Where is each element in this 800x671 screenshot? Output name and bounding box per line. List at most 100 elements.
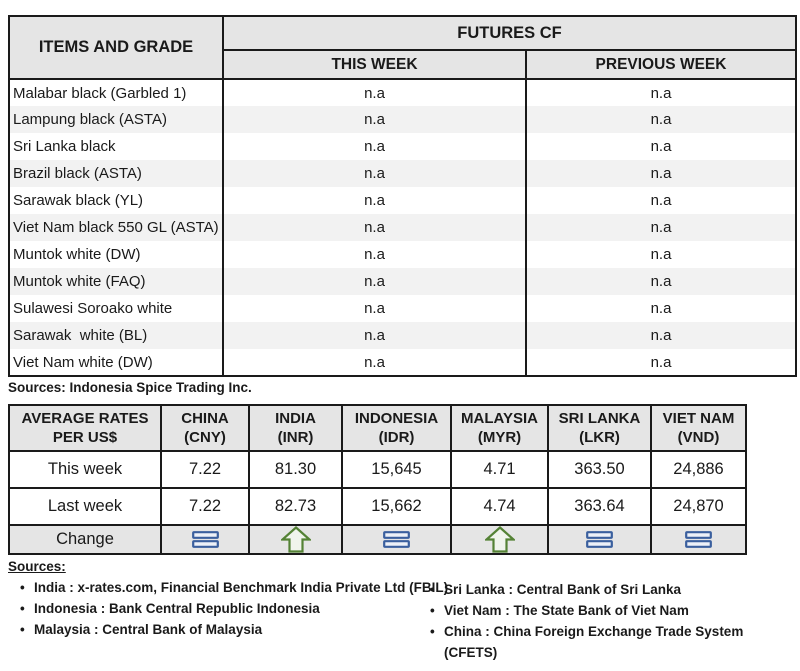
- futures-table-row: Muntok white (DW) n.a n.a: [8, 241, 797, 268]
- source-item: • Malaysia : Central Bank of Malaysia: [8, 619, 795, 640]
- currency-column-header: VIET NAM (VND): [650, 404, 747, 452]
- futures-table-row: Sri Lanka black n.a n.a: [8, 133, 797, 160]
- currency-code: (VND): [677, 429, 720, 446]
- rate-cell: 7.22: [160, 450, 250, 489]
- futures-source-note: Sources: Indonesia Spice Trading Inc.: [8, 380, 252, 395]
- futures-table: ITEMS AND GRADE FUTURES CF THIS WEEK PRE…: [8, 15, 797, 377]
- item-cell: Muntok white (DW): [8, 241, 224, 268]
- item-cell: Brazil black (ASTA): [8, 160, 224, 187]
- this-week-cell: n.a: [222, 322, 527, 349]
- source-item-text: China : China Foreign Exchange Trade Sys…: [444, 624, 744, 660]
- sources-heading: Sources:: [8, 559, 66, 574]
- currency-code: (CNY): [184, 429, 226, 446]
- item-cell: Sulawesi Soroako white: [8, 295, 224, 322]
- rate-cell: 7.22: [160, 487, 250, 526]
- currency-column-header: SRI LANKA (LKR): [547, 404, 652, 452]
- rate-cell: 82.73: [248, 487, 343, 526]
- rates-table-row: This week 7.22 81.30 15,645 4.71 363.50 24,886: [8, 450, 747, 489]
- rate-cell: 363.50: [547, 450, 652, 489]
- currency-code: (IDR): [378, 429, 415, 446]
- report-page: ITEMS AND GRADE FUTURES CF THIS WEEK PRE…: [8, 15, 797, 660]
- item-cell: Lampung black (ASTA): [8, 106, 224, 133]
- source-item: • Viet Nam : The State Bank of Viet Nam: [418, 600, 795, 621]
- sources-list-right: • Sri Lanka : Central Bank of Sri Lanka • V…: [418, 579, 795, 663]
- currency-code: (INR): [277, 429, 314, 446]
- futures-table-row: Malabar black (Garbled 1) n.a n.a: [8, 79, 797, 106]
- equal-icon: [685, 531, 712, 549]
- up-arrow-icon: [280, 526, 311, 553]
- average-rates-header: AVERAGE RATES PER US$: [8, 404, 162, 452]
- this-week-cell: n.a: [222, 295, 527, 322]
- item-cell: Muntok white (FAQ): [8, 268, 224, 295]
- item-cell: Malabar black (Garbled 1): [8, 79, 224, 106]
- source-item: • China : China Foreign Exchange Trade Sy…: [418, 621, 795, 663]
- futures-table-row: Viet Nam black 550 GL (ASTA) n.a n.a: [8, 214, 797, 241]
- currency-column-header: INDIA (INR): [248, 404, 343, 452]
- futures-table-row: Sarawak white (BL) n.a n.a: [8, 322, 797, 349]
- previous-week-cell: n.a: [525, 160, 797, 187]
- futures-table-row: Sulawesi Soroako white n.a n.a: [8, 295, 797, 322]
- rate-cell: 24,886: [650, 450, 747, 489]
- previous-week-cell: n.a: [525, 295, 797, 322]
- item-cell: Sarawak black (YL): [8, 187, 224, 214]
- rate-cell: 363.64: [547, 487, 652, 526]
- futures-table-row: Sarawak black (YL) n.a n.a: [8, 187, 797, 214]
- item-cell: Sri Lanka black: [8, 133, 224, 160]
- average-rates-line2: PER US$: [52, 429, 118, 446]
- currency-column-header: CHINA (CNY): [160, 404, 250, 452]
- country-name: INDONESIA: [354, 410, 439, 427]
- rates-table-row: Last week 7.22 82.73 15,662 4.74 363.64 24,870: [8, 487, 747, 526]
- equal-icon: [586, 531, 613, 549]
- up-arrow-icon: [484, 526, 515, 553]
- bullet-icon: •: [20, 580, 25, 595]
- bullet-icon: •: [430, 603, 435, 618]
- source-item-text: Viet Nam : The State Bank of Viet Nam: [444, 603, 689, 618]
- item-cell: Sarawak white (BL): [8, 322, 224, 349]
- source-item: • Indonesia : Bank Central Republic Indon…: [8, 598, 795, 619]
- change-row-label: Change: [8, 524, 162, 555]
- change-indicator-cell: [650, 524, 747, 555]
- rate-cell: 4.74: [450, 487, 549, 526]
- futures-table-row: Brazil black (ASTA) n.a n.a: [8, 160, 797, 187]
- country-name: SRI LANKA: [558, 410, 641, 427]
- item-cell: Viet Nam black 550 GL (ASTA): [8, 214, 224, 241]
- sources-section: Sources: • India : x-rates.com, Financial…: [8, 559, 795, 660]
- previous-week-cell: n.a: [525, 349, 797, 376]
- items-and-grade-header: ITEMS AND GRADE: [8, 15, 224, 80]
- change-indicator-cell: [547, 524, 652, 555]
- country-name: VIET NAM: [662, 410, 735, 427]
- this-week-cell: n.a: [222, 349, 527, 376]
- change-indicator-cell: [160, 524, 250, 555]
- previous-week-cell: n.a: [525, 79, 797, 106]
- bullet-icon: •: [20, 622, 25, 637]
- currency-code: (LKR): [579, 429, 620, 446]
- previous-week-cell: n.a: [525, 133, 797, 160]
- change-indicator-cell: [341, 524, 452, 555]
- week-row-label: This week: [8, 450, 162, 489]
- rate-cell: 15,662: [341, 487, 452, 526]
- futures-table-row: Muntok white (FAQ) n.a n.a: [8, 268, 797, 295]
- currency-code: (MYR): [477, 429, 522, 446]
- previous-week-cell: n.a: [525, 187, 797, 214]
- futures-table-row: Viet Nam white (DW) n.a n.a: [8, 349, 797, 376]
- equal-icon: [191, 531, 219, 549]
- previous-week-cell: n.a: [525, 322, 797, 349]
- rates-table: AVERAGE RATES PER US$ CHINA (CNY) INDIA (IN…: [8, 404, 747, 555]
- source-item-text: India : x-rates.com, Financial Benchmark…: [34, 580, 449, 595]
- week-row-label: Last week: [8, 487, 162, 526]
- rate-cell: 4.71: [450, 450, 549, 489]
- source-item-text: Indonesia : Bank Central Republic Indone…: [34, 601, 320, 616]
- previous-week-cell: n.a: [525, 241, 797, 268]
- this-week-cell: n.a: [222, 214, 527, 241]
- change-indicator-cell: [450, 524, 549, 555]
- previous-week-cell: n.a: [525, 268, 797, 295]
- this-week-cell: n.a: [222, 79, 527, 106]
- bullet-icon: •: [20, 601, 25, 616]
- equal-icon: [383, 531, 410, 549]
- item-cell: Viet Nam white (DW): [8, 349, 224, 376]
- average-rates-line1: AVERAGE RATES: [21, 410, 149, 427]
- source-item: • India : x-rates.com, Financial Benchmar…: [8, 577, 795, 598]
- this-week-cell: n.a: [222, 133, 527, 160]
- this-week-header: THIS WEEK: [222, 49, 527, 80]
- bullet-icon: •: [430, 582, 435, 597]
